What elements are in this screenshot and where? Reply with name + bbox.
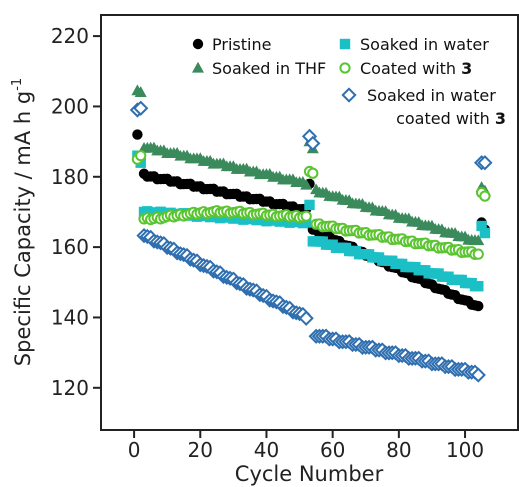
series-coated-with-3 [131,150,491,260]
legend-marker-soaked-in-thf [192,61,204,73]
legend-marker-soaked-in-water-coated-with-3 [341,87,357,103]
legend-item-pristine: Pristine [192,35,271,54]
x-axis-title: Cycle Number [235,462,384,486]
data-point [473,300,484,312]
x-tick-label: 60 [320,438,345,462]
legend-label-pristine: Pristine [212,35,271,54]
legend-label-soaked-water-coated-line2: coated with 3 [396,109,506,128]
legend-item-coated-with-3: Coated with 3 [339,59,472,78]
legend-item-soaked-in-thf: Soaked in THF [192,59,326,78]
y-tick-label: 120 [51,376,89,400]
data-point [133,100,149,116]
legend-marker-pristine [192,38,204,50]
x-tick-label: 100 [446,438,484,462]
y-tick-label: 200 [51,94,89,118]
legend-label-line2-bold: 3 [495,109,506,128]
legend-symbol [192,38,204,50]
data-point [132,129,143,140]
data-point [472,248,484,260]
series-soaked-in-water-coated-with-3 [129,100,493,383]
data-point [479,227,491,239]
legend-label-soaked-in-thf: Soaked in THF [212,59,326,78]
data-point [304,199,315,211]
legend-marker-soaked-in-water [339,38,351,50]
legend: Pristine Soaked in water Soaked in THF C… [192,35,506,128]
x-tick-label: 40 [254,438,279,462]
legend-symbol [341,87,357,103]
ticks-layer: 0 20 40 60 80 100 120 140 160 180 200 220 [51,24,484,462]
legend-label-coated-text: Coated with [360,59,461,78]
plot-frame [100,14,519,431]
legend-label-line2-text: coated with [396,109,495,128]
legend-label-coated-bold: 3 [461,59,472,78]
data-point [479,190,491,202]
data-point [300,210,312,222]
data-point [473,281,484,292]
series-layer [129,84,493,383]
x-tick-label: 0 [128,438,141,462]
data-point [472,234,485,246]
y-axis-title-main: Specific Capacity / mA h g [11,91,35,366]
data-point [476,220,487,232]
data-point [470,367,486,383]
legend-item-soaked-in-water: Soaked in water [339,35,489,54]
legend-label-coated-with-3: Coated with 3 [360,59,472,78]
data-point [305,135,321,151]
data-point [135,150,147,162]
legend-label-soaked-in-water: Soaked in water [360,35,489,54]
legend-marker-coated-with-3 [339,62,351,74]
series-soaked-in-thf [131,84,491,246]
legend-symbol [339,38,351,50]
y-tick-label: 140 [51,305,89,329]
legend-label-soaked-water-coated-line1: Soaked in water [367,86,496,105]
x-tick-label: 80 [386,438,411,462]
y-tick-label: 180 [51,165,89,189]
data-point [300,217,312,228]
data-point [477,155,493,171]
data-point [134,86,147,97]
legend-symbol [339,62,351,74]
legend-item-soaked-in-water-coated-with-3: Soaked in water coated with 3 [341,86,506,128]
data-point [307,167,319,179]
y-axis-title: Specific Capacity / mA h g-1 [10,78,35,366]
legend-symbol [192,61,204,73]
y-axis-title-sup: -1 [10,78,25,91]
x-tick-label: 20 [188,438,213,462]
data-point [300,178,313,190]
y-tick-label: 160 [51,235,89,259]
data-point [298,310,314,326]
y-tick-label: 220 [51,24,89,48]
